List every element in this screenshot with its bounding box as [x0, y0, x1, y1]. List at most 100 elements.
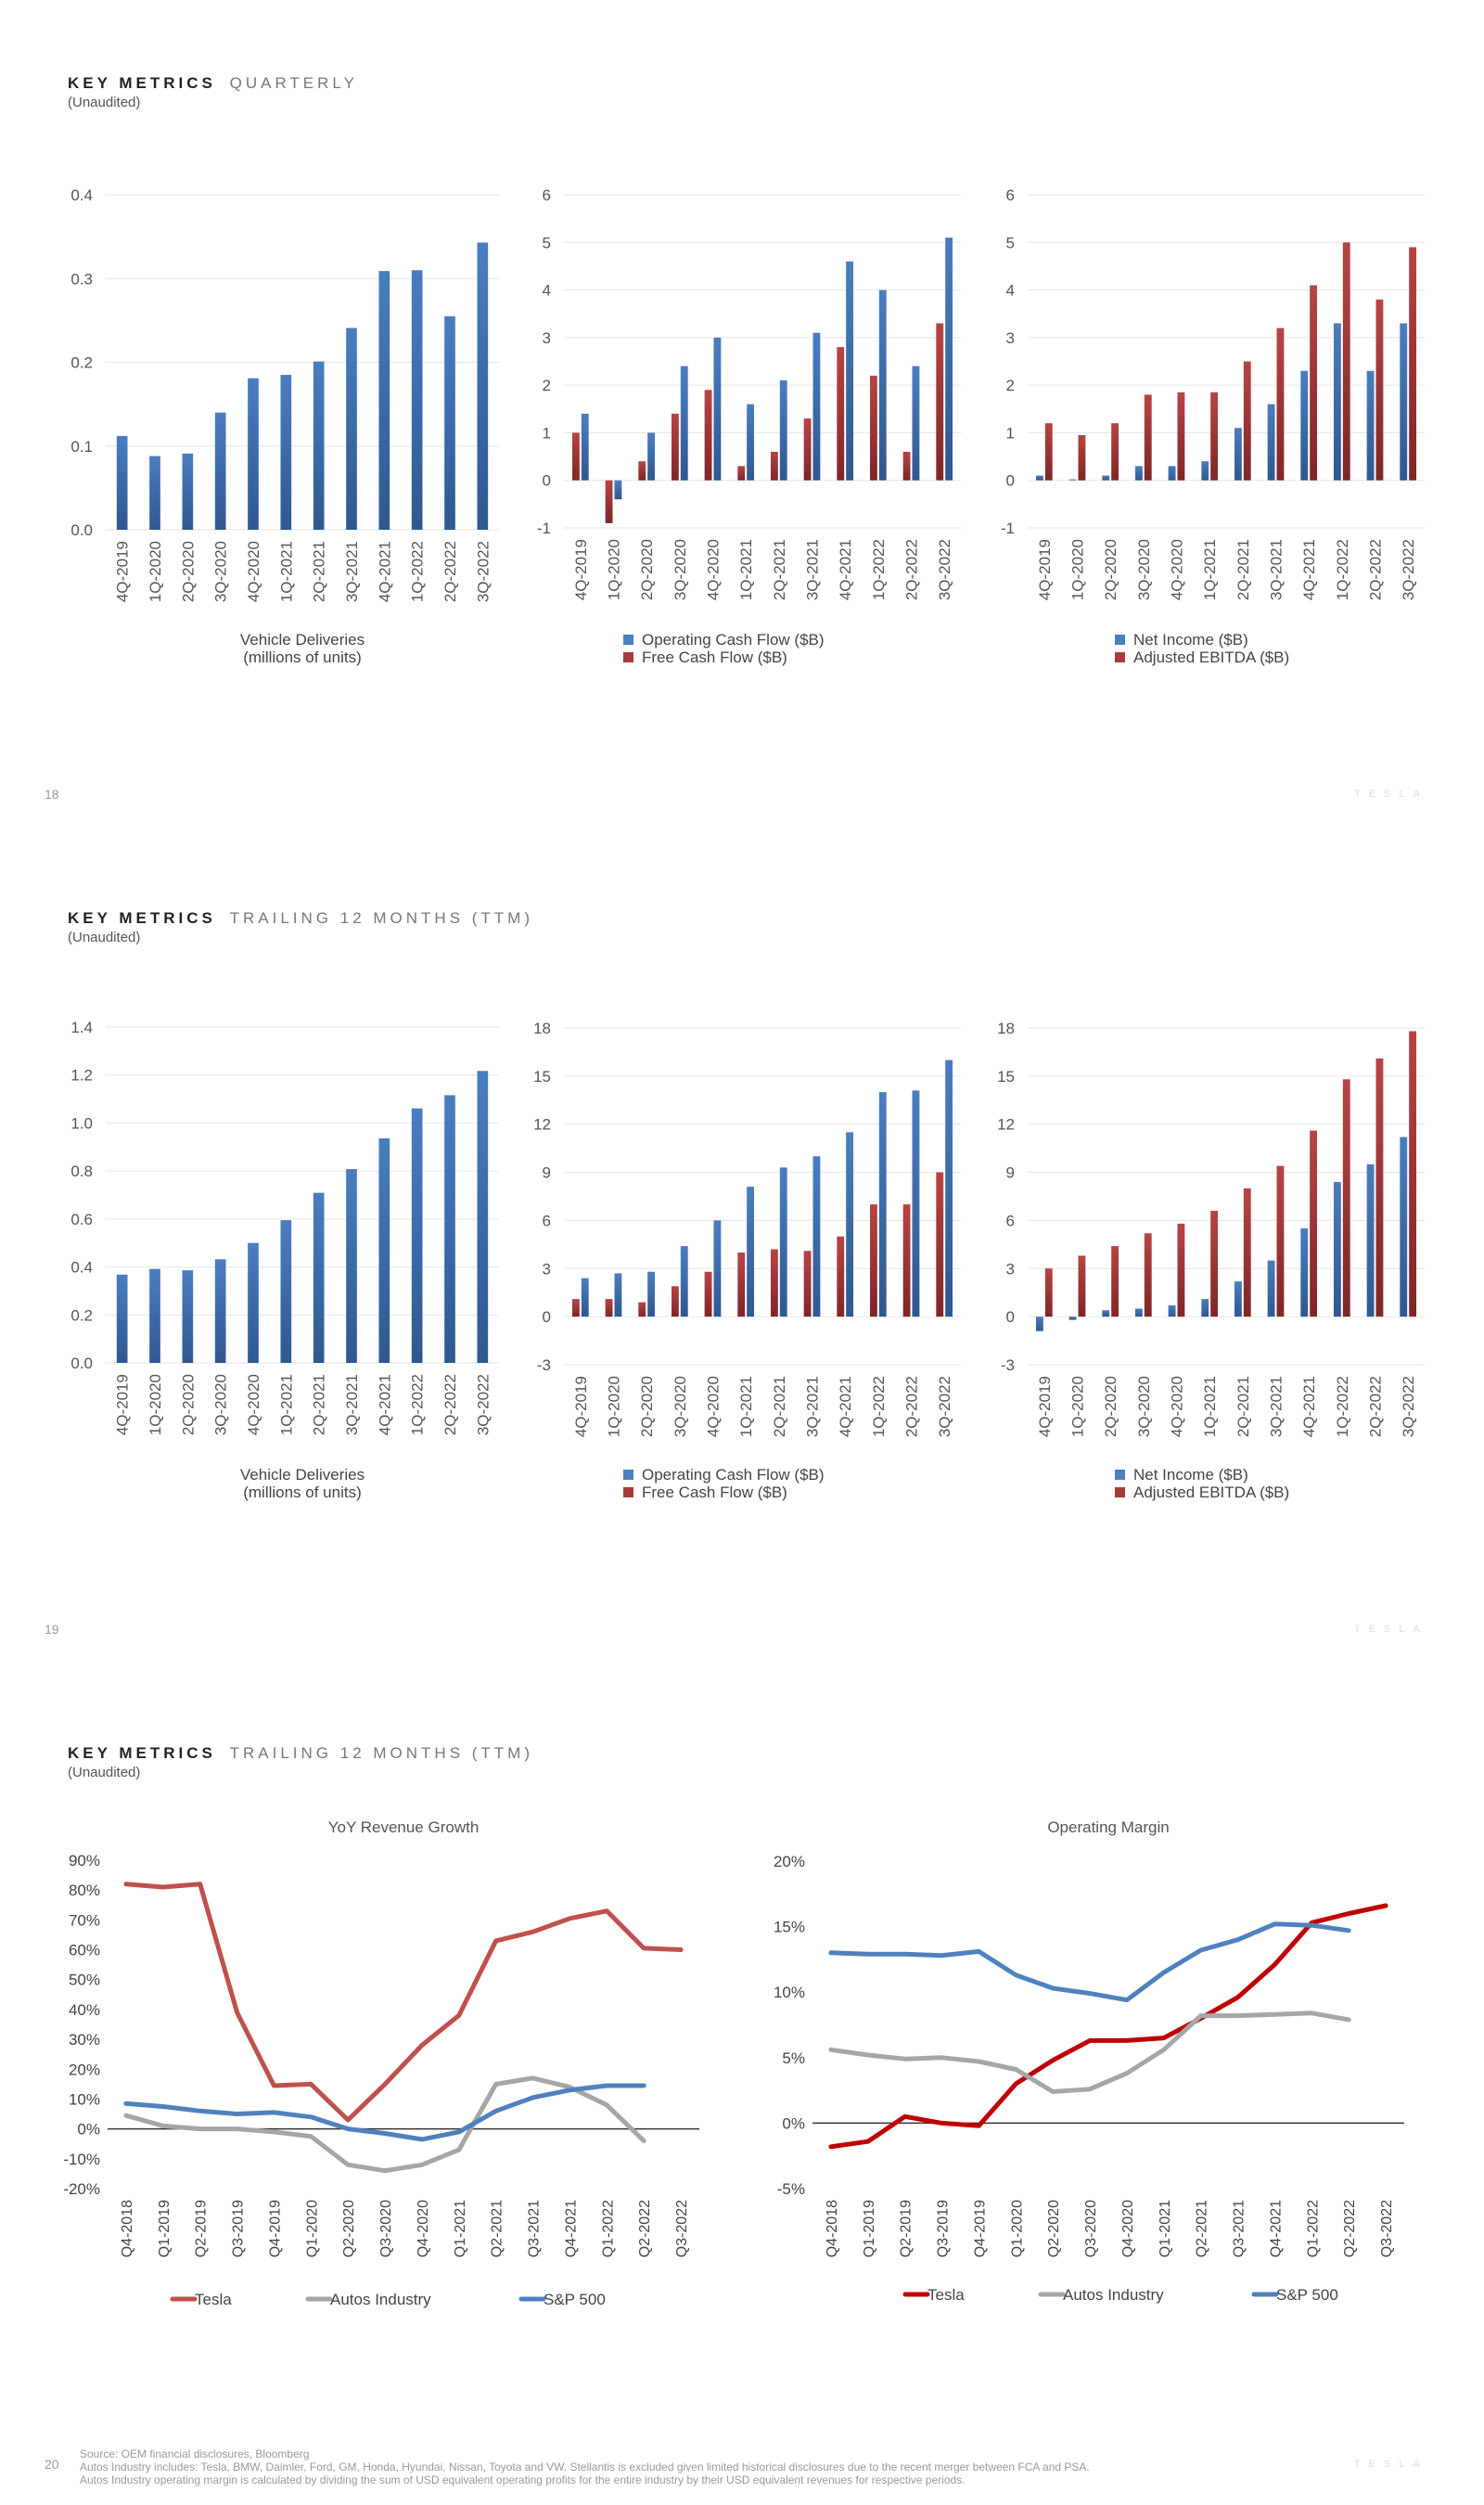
bar [647, 432, 656, 481]
x-tick-label: 1Q-2020 [606, 1376, 623, 1437]
y-tick-label: 3 [543, 329, 551, 347]
y-tick-label: -1 [1001, 520, 1015, 537]
y-tick-label: -3 [537, 1356, 551, 1374]
bar [902, 451, 911, 481]
y-tick-label: 1.0 [70, 1114, 93, 1132]
x-tick-label: 3Q-2020 [1135, 1376, 1153, 1437]
bar [680, 1246, 688, 1317]
bar [671, 413, 679, 481]
bar [214, 1259, 226, 1363]
series-line [828, 1921, 1351, 2003]
x-tick-label: Q1-2022 [600, 2200, 616, 2257]
bar [182, 1270, 194, 1363]
x-tick-label: 2Q-2022 [903, 539, 921, 600]
bar [571, 432, 580, 481]
bar [346, 328, 357, 530]
x-tick-label: Q2-2019 [899, 2200, 915, 2257]
x-tick-label: 2Q-2021 [311, 541, 328, 602]
bar [378, 1137, 390, 1363]
y-tick-label: 6 [543, 186, 551, 204]
x-tick-label: 1Q-2021 [737, 1376, 755, 1437]
x-tick-label: 4Q-2020 [245, 541, 262, 602]
bar [1035, 1317, 1043, 1331]
bar [1366, 1163, 1375, 1317]
x-tick-label: 2Q-2020 [1102, 1376, 1119, 1437]
y-tick-label: 9 [1006, 1164, 1015, 1182]
bar [837, 1236, 845, 1317]
legend-label: Tesla [195, 2291, 232, 2308]
y-tick-label: 18 [997, 1020, 1015, 1037]
slide-subtitle: (Unaudited) [68, 930, 141, 945]
y-tick-label: 50% [69, 1972, 100, 1989]
bar [1177, 392, 1185, 481]
bar [902, 1204, 911, 1317]
bar [1310, 285, 1318, 481]
x-tick-label: 3Q-2022 [1400, 539, 1417, 600]
y-tick-label: 1.2 [70, 1067, 93, 1085]
x-tick-label: Q3-2019 [936, 2200, 952, 2257]
x-tick-label: 2Q-2022 [441, 1374, 459, 1435]
bar [1068, 1317, 1077, 1320]
bar [149, 1268, 160, 1363]
bar [1267, 404, 1275, 481]
slide-title: KEY METRICS TRAILING 12 MONTHS (TTM) [68, 1744, 534, 1762]
bar [1409, 1031, 1417, 1317]
bar [1310, 1130, 1318, 1317]
page-number: 18 [45, 787, 59, 802]
x-tick-label: Q4-2019 [267, 2200, 283, 2257]
x-tick-label: 4Q-2019 [1036, 539, 1054, 600]
bar [1044, 1268, 1053, 1317]
bar [581, 1278, 589, 1317]
bar [1234, 1281, 1242, 1317]
x-tick-label: 4Q-2021 [837, 1376, 854, 1437]
x-tick-label: 3Q-2020 [212, 541, 230, 602]
source-note: Source: OEM financial disclosures, Bloom… [80, 2447, 1415, 2486]
y-tick-label: 6 [1006, 186, 1015, 204]
slide-quarterly: KEY METRICS QUARTERLY (Unaudited) 18 TES… [0, 0, 1484, 835]
bar [647, 1271, 656, 1317]
x-tick-label: Q4-2021 [1268, 2200, 1284, 2257]
bar [1111, 423, 1119, 481]
bar [313, 361, 325, 530]
bar [1342, 1079, 1350, 1317]
x-tick-label: 1Q-2021 [1201, 539, 1219, 600]
x-tick-label: 1Q-2020 [147, 1374, 164, 1435]
x-tick-label: 4Q-2019 [114, 541, 132, 602]
x-tick-label: 1Q-2022 [870, 539, 888, 600]
bar [248, 1242, 259, 1363]
y-tick-label: 4 [1006, 282, 1015, 300]
series-line [123, 2083, 646, 2142]
x-tick-label: 2Q-2020 [179, 1374, 197, 1435]
y-tick-label: 3 [1006, 329, 1015, 347]
bar [1168, 466, 1176, 481]
legend-label: Adjusted EBITDA ($B) [1133, 1484, 1289, 1501]
x-tick-label: Q4-2020 [416, 2200, 431, 2257]
y-tick-label: 5 [1006, 234, 1015, 251]
x-tick-label: Q3-2022 [674, 2200, 690, 2257]
bar [747, 1187, 755, 1317]
series-line [828, 2010, 1351, 2094]
chart-quarterly-income: -1 0 1 2 3 4 5 6 4Q-2019 1Q-2020 2Q-2020 3Q-2020 4Q-… [1001, 186, 1425, 666]
legend-label: Free Cash Flow ($B) [642, 649, 787, 666]
y-tick-label: 15% [774, 1919, 805, 1936]
bar [149, 456, 160, 530]
legend-label: Autos Industry [1063, 2286, 1164, 2304]
y-tick-label: 30% [69, 2031, 100, 2049]
x-tick-label: Q1-2021 [453, 2200, 468, 2257]
bar [1375, 1058, 1384, 1317]
chart-operating-margin: Operating Margin -5% 0% 5% 10% 15% 20% Q4-2018 Q… [774, 1818, 1404, 2304]
chart-ttm-deliveries: 0.0 0.2 0.4 0.6 0.8 1.0 1.2 1.4 4Q-2019 1Q-2020 2Q… [70, 1019, 499, 1501]
bar [680, 366, 688, 481]
y-tick-label: 9 [543, 1164, 551, 1182]
y-tick-label: 0 [543, 472, 551, 490]
bar [1134, 466, 1143, 481]
legend-label: Adjusted EBITDA ($B) [1133, 649, 1289, 666]
x-tick-label: 1Q-2022 [409, 541, 427, 602]
y-tick-label: 60% [69, 1942, 100, 1959]
y-tick-label: 0.3 [70, 270, 93, 288]
y-tick-label: 40% [69, 2001, 100, 2019]
y-tick-label: -1 [537, 520, 551, 537]
x-tick-label: 4Q-2020 [1169, 539, 1186, 600]
bar [280, 375, 292, 530]
x-tick-label: 4Q-2020 [245, 1374, 262, 1435]
